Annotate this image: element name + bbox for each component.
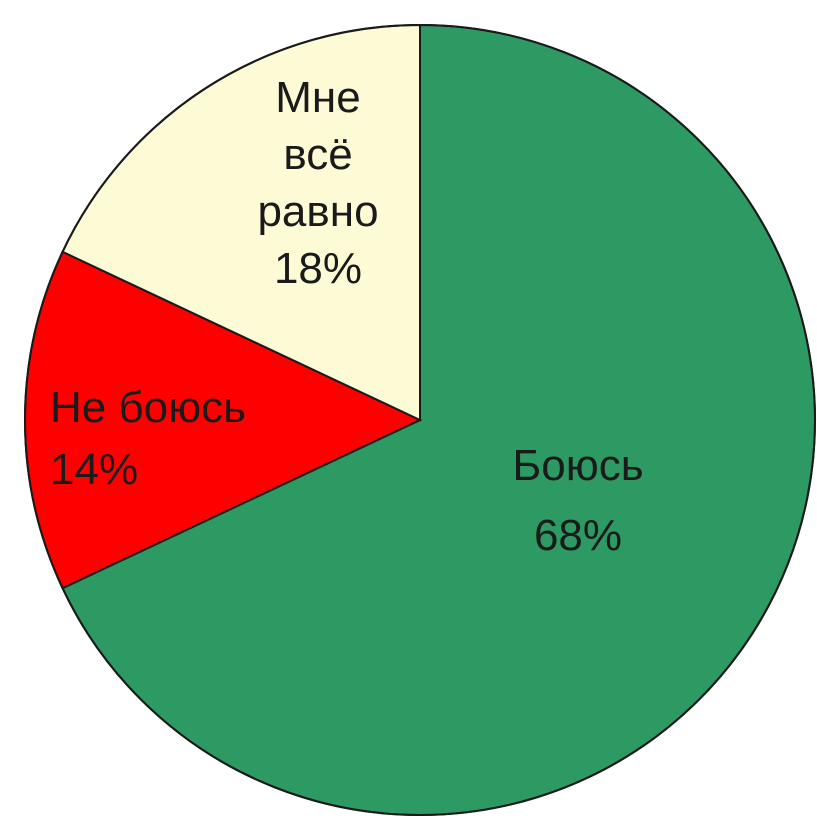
pie-outline: [24, 24, 816, 816]
slice-label-ne-boyus: Не боюсь 14%: [50, 383, 246, 494]
slice-name-mne-vse-ravno: Мне: [275, 73, 360, 122]
slice-name-ne-boyus: Не боюсь: [50, 383, 246, 432]
slice-percent-boyus: 68%: [534, 511, 622, 560]
slice-percent-ne-boyus: 14%: [50, 445, 138, 494]
slice-name-mne-vse-ravno: всё: [283, 130, 352, 179]
slice-name-mne-vse-ravno: равно: [257, 187, 378, 236]
slice-name-boyus: Боюсь: [512, 441, 643, 490]
slice-label-boyus: Боюсь 68%: [512, 441, 643, 560]
slice-percent-mne-vse-ravno: 18%: [274, 244, 362, 293]
slice-label-mne-vse-ravno: Мне всё равно 18%: [257, 73, 378, 293]
